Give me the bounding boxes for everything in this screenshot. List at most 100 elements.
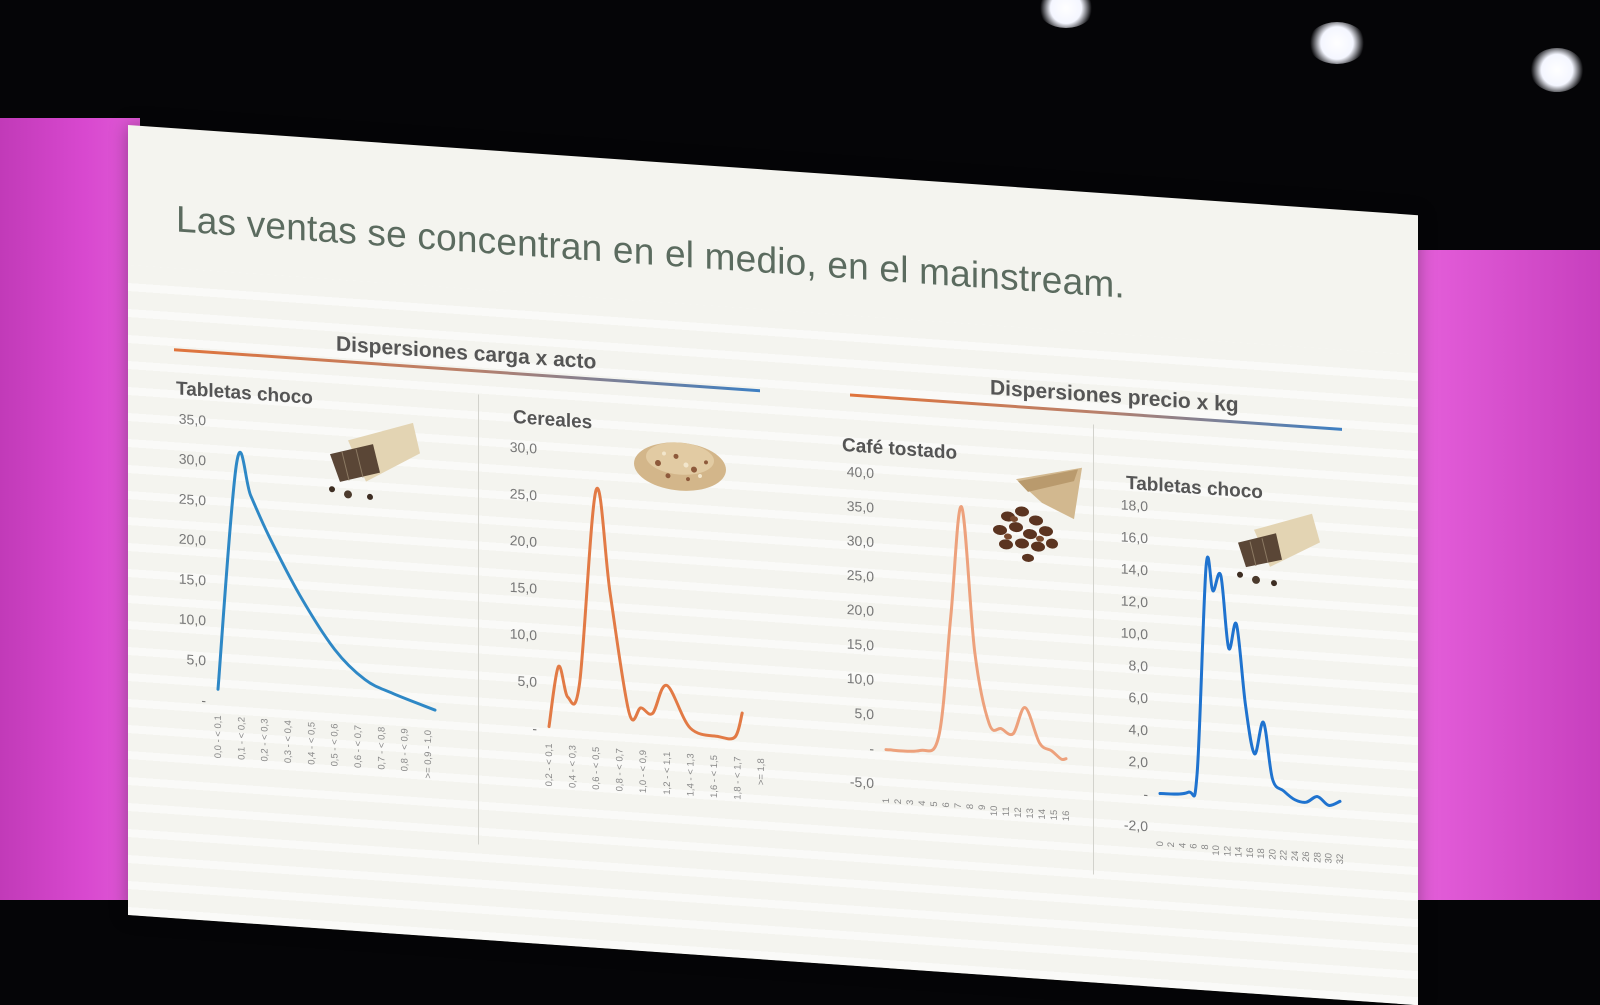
x-tick-label: 0,3 - < 0,4	[283, 720, 294, 764]
y-tick-label: 20,0	[179, 531, 206, 549]
y-tick-label: 15,0	[847, 636, 874, 654]
chocolate-bar-icon	[1237, 513, 1320, 587]
x-tick-label: 0,6 - < 0,5	[591, 746, 602, 790]
x-tick-label: 6	[941, 802, 952, 808]
y-tick-label: -	[869, 740, 874, 756]
y-tick-label: 40,0	[847, 463, 874, 481]
x-tick-label: 0,6 - < 0,7	[353, 725, 364, 769]
x-tick-label: 11	[1001, 806, 1012, 817]
x-tick-label: 12	[1223, 846, 1234, 857]
chocolate-bar-icon	[329, 422, 420, 500]
x-tick-label: 0,7 - < 0,8	[376, 726, 387, 770]
y-tick-label: 10,0	[510, 625, 537, 643]
x-tick-label: 0,2 - < 0,1	[544, 743, 555, 787]
x-tick-label: 0,5 - < 0,6	[330, 723, 341, 767]
stage-backdrop-right	[1390, 250, 1600, 900]
y-tick-label: 10,0	[847, 670, 874, 688]
x-tick-label: 9	[977, 804, 988, 810]
stage-spotlight	[1038, 0, 1094, 28]
series-line	[216, 450, 437, 712]
y-tick-label: 2,0	[1129, 753, 1149, 770]
chart-carga-tabletas-choco: Tabletas choco -5,0 10,0 15,0 20,0 25,0 30,0 3…	[158, 377, 458, 858]
x-tick-label: 7	[953, 803, 964, 809]
x-tick-label: 24	[1290, 850, 1301, 861]
x-tick-label: 5	[929, 801, 940, 807]
x-tick-label: 0,0 - < 0,1	[213, 715, 224, 759]
chart-plot: - 5,0 10,0 15,0 20,0 25,0 30,0 0,2 - < 0,1 0,4 -…	[510, 439, 767, 800]
x-tick-label: 10	[1211, 845, 1222, 856]
x-tick-label: 10	[989, 805, 1000, 816]
y-tick-label: -	[201, 692, 206, 708]
x-tick-label: 1,8 - < 1,7	[732, 756, 743, 800]
x-tick-label: 14	[1234, 846, 1245, 857]
coffee-beans-icon	[993, 467, 1082, 562]
chart-separator	[478, 394, 479, 845]
x-tick-label: 1,4 - < 1,3	[685, 753, 696, 797]
y-tick-label: 5,0	[518, 673, 538, 690]
y-tick-label: 15,0	[510, 579, 537, 597]
x-tick-label: 28	[1313, 852, 1324, 863]
x-tick-label: 30	[1324, 853, 1335, 864]
x-tick-label: 12	[1013, 807, 1024, 818]
x-tick-label: 32	[1335, 853, 1346, 864]
x-tick-label: 13	[1025, 808, 1036, 819]
y-tick-label: 35,0	[179, 411, 206, 429]
chart-plot: -5,0-5,010,015,020,025,030,035,040,01 2 3 4…	[847, 463, 1072, 821]
x-tick-label: 4	[917, 800, 928, 806]
x-tick-label: 4	[1178, 842, 1189, 848]
series-line	[1158, 555, 1342, 807]
chart-plot: - 5,0 10,0 15,0 20,0 25,0 30,0 35,0 0,0 - < 0,1 0…	[179, 411, 437, 779]
x-tick-label: 22	[1279, 849, 1290, 860]
y-tick-label: 20,0	[847, 601, 874, 619]
series-line	[547, 486, 744, 741]
y-tick-label: 25,0	[510, 485, 537, 503]
x-tick-label: 16	[1061, 810, 1072, 821]
x-tick-label: >= 1,8	[756, 758, 767, 786]
stage-spotlight	[1530, 48, 1584, 92]
x-tick-label: 16	[1245, 847, 1256, 858]
y-tick-label: 4,0	[1129, 721, 1149, 738]
x-tick-label: 18	[1256, 848, 1267, 859]
chart-carga-cereales: Cereales -5,0 10,0 15,0 20,0 25,0 30,0 0,2 - <…	[493, 406, 793, 887]
cereal-icon	[634, 442, 726, 491]
x-tick-label: 14	[1037, 809, 1048, 820]
y-tick-label: 5,0	[855, 705, 875, 722]
stage-spotlight	[1308, 22, 1366, 64]
y-tick-label: 14,0	[1121, 560, 1148, 578]
y-tick-label: 10,0	[1121, 624, 1148, 642]
x-tick-label: 0,8 - < 0,9	[400, 728, 411, 772]
x-tick-label: 2	[1166, 842, 1177, 848]
x-tick-label: 1,0 - < 0,9	[638, 750, 649, 794]
y-tick-label: 8,0	[1129, 657, 1149, 674]
x-tick-label: 1,6 - < 1,5	[709, 755, 720, 799]
series-line	[884, 505, 1068, 762]
y-tick-label: 25,0	[847, 567, 874, 585]
x-tick-label: 0,4 - < 0,5	[306, 721, 317, 765]
y-tick-label: 30,0	[847, 532, 874, 550]
y-tick-label: -5,0	[850, 773, 874, 791]
y-tick-label: 30,0	[179, 451, 206, 469]
x-tick-label: 20	[1268, 849, 1279, 860]
x-tick-label: 0,8 - < 0,7	[615, 748, 626, 792]
y-tick-label: -	[532, 720, 537, 736]
y-tick-label: 10,0	[179, 611, 206, 629]
x-tick-label: 2	[893, 798, 904, 804]
x-tick-label: 6	[1189, 843, 1200, 849]
x-tick-label: 0	[1155, 841, 1166, 847]
x-tick-label: 1	[881, 798, 892, 804]
y-tick-label: 5,0	[187, 651, 207, 668]
y-tick-label: 15,0	[179, 571, 206, 589]
y-tick-label: 25,0	[179, 491, 206, 509]
y-tick-label: 16,0	[1121, 528, 1148, 546]
x-tick-label: 0,4 - < 0,3	[568, 745, 579, 789]
y-tick-label: 18,0	[1121, 496, 1148, 514]
y-tick-label: -	[1143, 786, 1148, 802]
chart-precio-tabletas-choco: Tabletas choco -2,0-2,0 4,0 6,0 8,0 10,0 12,0…	[1108, 472, 1368, 950]
x-tick-label: >= 0,9 - 1,0	[423, 730, 434, 779]
presentation-slide: Las ventas se concentran en el medio, en…	[128, 125, 1418, 1005]
y-tick-label: 35,0	[847, 498, 874, 516]
x-tick-label: 8	[965, 804, 976, 810]
x-tick-label: 0,2 - < 0,3	[260, 718, 271, 762]
x-tick-label: 8	[1200, 844, 1211, 850]
y-tick-label: -2,0	[1124, 817, 1148, 835]
